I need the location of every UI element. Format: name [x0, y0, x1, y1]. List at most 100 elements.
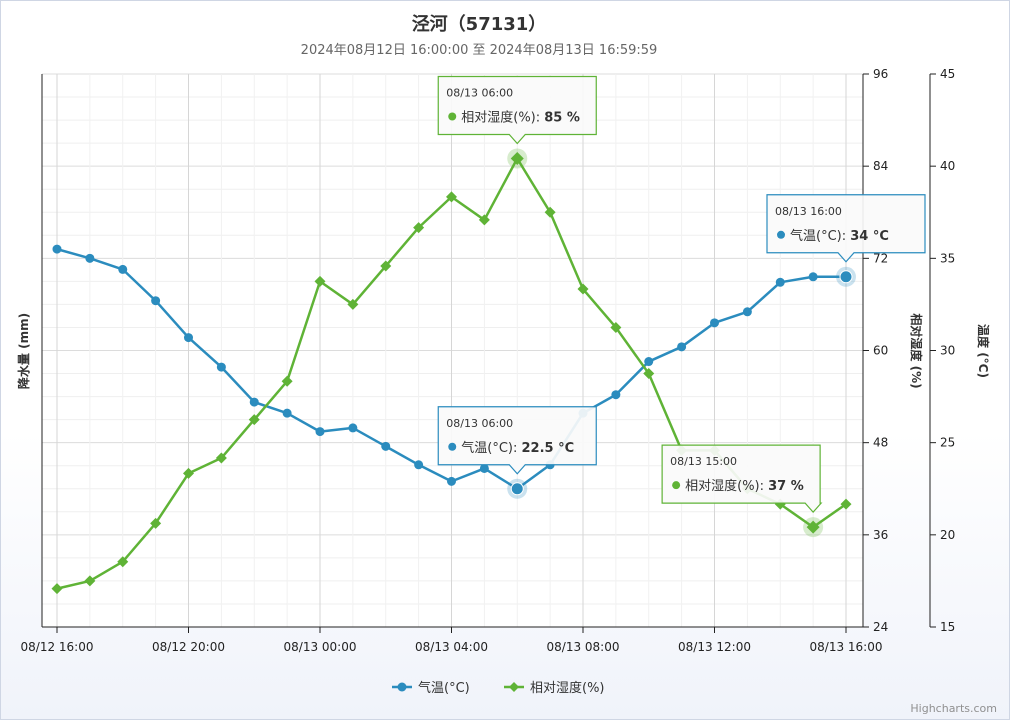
x-tick-label: 08/13 04:00 — [415, 640, 488, 654]
hover-point-humidity[interactable] — [510, 151, 524, 165]
humidity-point[interactable] — [84, 575, 96, 587]
tooltip-time: 08/13 16:00 — [775, 205, 842, 218]
tooltip-series-dot — [777, 230, 785, 239]
temperature-point[interactable] — [85, 253, 95, 263]
temperature-point[interactable] — [742, 307, 752, 317]
plot-grid — [42, 73, 863, 627]
humidity-point[interactable] — [183, 467, 194, 479]
hover-point-temperature[interactable] — [839, 270, 853, 284]
tooltip: 08/13 16:00 气温(°C): 34 °C — [766, 194, 926, 263]
tooltip-series-dot — [448, 442, 457, 451]
temperature-tick-label: 30 — [940, 344, 955, 358]
temperature-tick-label: 40 — [940, 159, 955, 173]
tooltip-series-label: 气温(°C): 22.5 °C — [461, 440, 574, 456]
tooltip-time: 08/13 06:00 — [446, 86, 513, 99]
tooltip: 08/13 15:00 相对湿度(%): 37 % — [661, 444, 823, 514]
humidity-point[interactable] — [117, 556, 129, 568]
humidity-tick-label: 60 — [873, 344, 888, 358]
tooltip-layer: 08/13 06:00 相对湿度(%): 85 % 08/13 16:00 气温(°C… — [437, 75, 926, 538]
humidity-point[interactable] — [446, 191, 457, 203]
tooltip-box — [661, 444, 823, 514]
legend: 气温(°C) 相对湿度(%) — [392, 680, 605, 696]
tooltip-value: 37 % — [768, 479, 804, 494]
humidity-point[interactable] — [544, 206, 556, 218]
tooltip-series-label: 气温(°C): 34 °C — [790, 228, 889, 244]
temperature-point[interactable] — [282, 408, 292, 418]
x-tick-label: 08/12 20:00 — [152, 640, 225, 654]
tooltip-box — [437, 406, 597, 475]
tooltip-value: 22.5 °C — [521, 441, 574, 456]
temperature-point[interactable] — [644, 357, 654, 367]
legend-item-temperature[interactable]: 气温(°C) — [392, 680, 470, 696]
tooltip-series-dot — [672, 481, 681, 490]
temperature-point[interactable] — [775, 277, 785, 287]
humidity-point[interactable] — [314, 275, 326, 287]
temperature-tick-label: 20 — [940, 528, 955, 542]
temperature-point[interactable] — [184, 333, 193, 343]
temperature-tick-label: 45 — [940, 67, 955, 81]
x-tick-label: 08/13 12:00 — [678, 640, 751, 654]
hover-point-temperature[interactable] — [510, 482, 524, 496]
humidity-point[interactable] — [610, 321, 622, 333]
temperature-point[interactable] — [677, 342, 687, 352]
chart-title: 泾河（57131） — [412, 13, 547, 35]
temperature-tick-label: 25 — [940, 436, 955, 450]
humidity-tick-label: 36 — [873, 528, 888, 542]
humidity-point[interactable] — [577, 283, 589, 295]
axes: 08/12 16:00 08/12 20:00 08/13 00:00 08/13 0… — [16, 67, 991, 654]
legend-label: 相对湿度(%) — [530, 680, 605, 696]
left-axis-title: 降水量 (mm) — [16, 313, 31, 389]
humidity-point[interactable] — [248, 414, 260, 426]
humidity-point[interactable] — [380, 260, 392, 272]
tooltip-box — [766, 194, 926, 263]
temperature-point[interactable] — [151, 296, 161, 306]
temperature-point[interactable] — [710, 318, 719, 328]
temperature-point[interactable] — [249, 397, 259, 407]
tooltip-series-dot — [448, 112, 457, 121]
temperature-point[interactable] — [381, 441, 391, 451]
temperature-point[interactable] — [479, 463, 489, 473]
temperature-point[interactable] — [216, 362, 226, 372]
humidity-point[interactable] — [150, 517, 162, 529]
tooltip-box — [437, 75, 597, 145]
x-tick-label: 08/12 16:00 — [21, 640, 94, 654]
x-tick-label: 08/13 16:00 — [810, 640, 883, 654]
humidity-point[interactable] — [478, 214, 490, 226]
legend-label: 气温(°C) — [418, 680, 470, 696]
humidity-point[interactable] — [281, 375, 293, 387]
tooltip-value: 85 % — [544, 110, 580, 125]
temperature-point[interactable] — [118, 264, 128, 274]
credit-link[interactable]: Highcharts.com — [910, 702, 997, 715]
legend-item-humidity[interactable]: 相对湿度(%) — [504, 680, 605, 696]
tooltip: 08/13 06:00 相对湿度(%): 85 % — [437, 75, 597, 145]
x-tick-label: 08/13 08:00 — [547, 640, 620, 654]
humidity-point[interactable] — [51, 583, 63, 595]
humidity-point[interactable] — [413, 222, 425, 234]
humidity-point[interactable] — [215, 452, 227, 464]
humidity-tick-label: 96 — [873, 67, 888, 81]
humidity-tick-label: 24 — [873, 620, 888, 634]
temperature-point[interactable] — [611, 390, 621, 400]
humidity-tick-label: 72 — [873, 251, 888, 265]
hover-point-humidity[interactable] — [806, 520, 820, 534]
humidity-point[interactable] — [840, 498, 852, 510]
humidity-point[interactable] — [643, 368, 655, 380]
temperature-point[interactable] — [414, 460, 424, 470]
humidity-axis-title: 相对湿度 (%) — [909, 313, 924, 388]
temperature-axis-title: 温度 (°C) — [976, 324, 991, 378]
tooltip-time: 08/13 15:00 — [670, 455, 737, 468]
temperature-tick-label: 15 — [940, 620, 955, 634]
temperature-point[interactable] — [447, 476, 456, 486]
temperature-point[interactable] — [52, 244, 62, 254]
humidity-point[interactable] — [347, 298, 359, 310]
temperature-point[interactable] — [808, 272, 818, 282]
tooltip-series-label: 相对湿度(%): 37 % — [685, 478, 804, 494]
legend-marker-circle — [397, 682, 407, 692]
temperature-point[interactable] — [348, 423, 358, 433]
temperature-point[interactable] — [315, 427, 325, 437]
legend-marker-diamond — [509, 682, 519, 692]
humidity-tick-label: 48 — [873, 436, 888, 450]
tooltip: 08/13 06:00 气温(°C): 22.5 °C — [437, 406, 597, 475]
temperature-tick-label: 35 — [940, 251, 955, 265]
